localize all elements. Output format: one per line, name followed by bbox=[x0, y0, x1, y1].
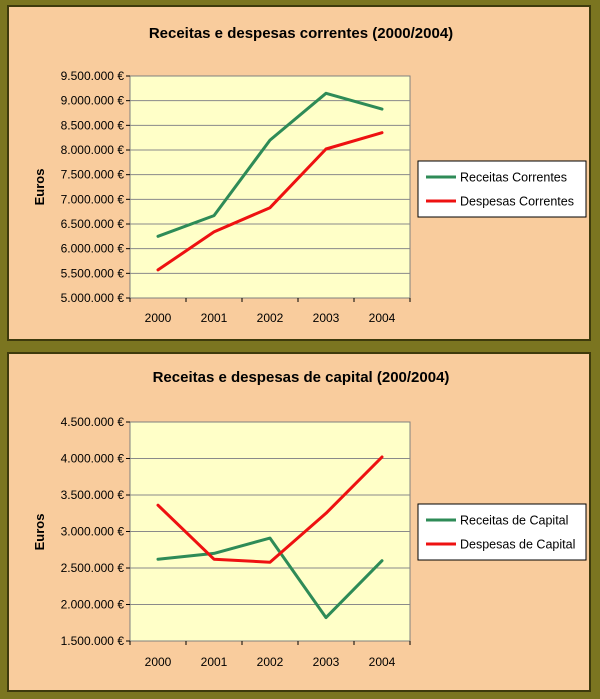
series-line-receitas-correntes bbox=[156, 91, 384, 238]
x-tick-label: 2000 bbox=[145, 311, 172, 325]
y-tick-label: 9.000.000 € bbox=[61, 94, 125, 108]
x-tick-label: 2001 bbox=[201, 311, 228, 325]
y-axis-label: Euros bbox=[32, 514, 47, 551]
y-tick-label: 5.000.000 € bbox=[61, 291, 125, 305]
y-tick-label: 2.500.000 € bbox=[61, 561, 125, 575]
legend: Receitas Correntes Despesas Correntes bbox=[417, 160, 587, 218]
y-tick-label: 6.000.000 € bbox=[61, 242, 125, 256]
y-tick-label: 3.000.000 € bbox=[61, 525, 125, 539]
legend: Receitas de Capital Despesas de Capital bbox=[417, 503, 587, 561]
x-tick-label: 2001 bbox=[201, 655, 228, 669]
x-tick-label: 2003 bbox=[313, 655, 340, 669]
legend-box bbox=[417, 503, 587, 561]
y-tick-label: 7.000.000 € bbox=[61, 192, 125, 206]
x-tick-label: 2002 bbox=[257, 655, 284, 669]
y-tick-label: 4.000.000 € bbox=[61, 452, 125, 466]
chart-correntes: Receitas e despesas correntes (2000/2004… bbox=[32, 25, 587, 325]
x-tick-label: 2004 bbox=[369, 655, 396, 669]
chart-title-correntes: Receitas e despesas correntes (2000/2004… bbox=[149, 25, 453, 42]
x-tick-label: 2000 bbox=[145, 655, 172, 669]
series-line-receitas-de-capital bbox=[156, 536, 384, 620]
series-line-despesas-correntes bbox=[156, 131, 384, 272]
legend-label: Receitas Correntes bbox=[460, 171, 567, 185]
y-tick-label: 9.500.000 € bbox=[61, 69, 125, 83]
y-tick-label: 4.500.000 € bbox=[61, 415, 125, 429]
y-tick-label: 8.500.000 € bbox=[61, 118, 125, 132]
chart-panel-correntes: Receitas e despesas correntes (2000/2004… bbox=[7, 5, 591, 341]
y-tick-label: 8.000.000 € bbox=[61, 143, 125, 157]
legend-label: Despesas de Capital bbox=[460, 538, 575, 552]
y-tick-label: 5.500.000 € bbox=[61, 266, 125, 280]
y-axis-label: Euros bbox=[32, 169, 47, 206]
chart-panel-capital: Receitas e despesas de capital (200/2004… bbox=[7, 352, 591, 692]
x-tick-label: 2003 bbox=[313, 311, 340, 325]
legend-label: Receitas de Capital bbox=[460, 514, 568, 528]
y-tick-label: 2.000.000 € bbox=[61, 598, 125, 612]
chart-capital: Receitas e despesas de capital (200/2004… bbox=[32, 369, 587, 669]
y-tick-label: 7.500.000 € bbox=[61, 168, 125, 182]
plot-area bbox=[129, 75, 411, 299]
chart-title-capital: Receitas e despesas de capital (200/2004… bbox=[153, 369, 450, 386]
legend-box bbox=[417, 160, 587, 218]
y-tick-label: 1.500.000 € bbox=[61, 634, 125, 648]
x-tick-label: 2002 bbox=[257, 311, 284, 325]
series-line-despesas-de-capital bbox=[156, 455, 384, 564]
legend-label: Despesas Correntes bbox=[460, 195, 574, 209]
y-tick-label: 6.500.000 € bbox=[61, 217, 125, 231]
y-tick-label: 3.500.000 € bbox=[61, 488, 125, 502]
x-tick-label: 2004 bbox=[369, 311, 396, 325]
